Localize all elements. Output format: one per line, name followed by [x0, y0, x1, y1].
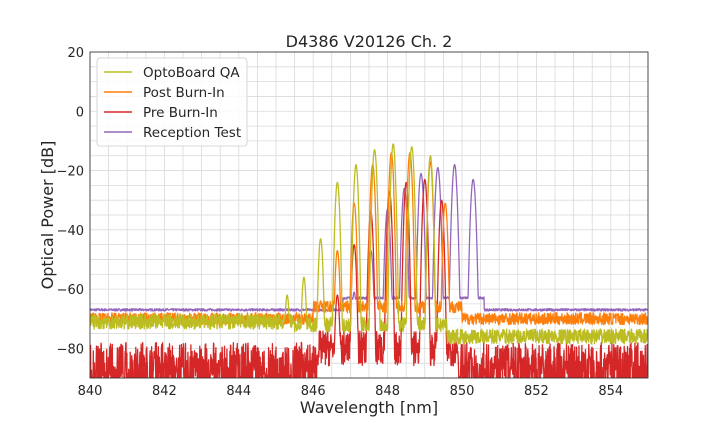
plot-frame — [89, 51, 649, 379]
legend-label: OptoBoard QA — [143, 65, 240, 81]
x-tick-label: 844 — [226, 384, 251, 399]
x-tick-label: 846 — [301, 384, 326, 399]
x-axis-label: Wavelength [nm] — [300, 398, 438, 417]
legend-box — [96, 57, 248, 147]
x-tick-label: 852 — [524, 384, 549, 399]
y-tick-label: −60 — [57, 283, 84, 298]
chart-title: D4386 V20126 Ch. 2 — [286, 32, 453, 51]
x-tick-label: 840 — [78, 384, 103, 399]
legend-label: Reception Test — [143, 125, 241, 141]
legend: OptoBoard QA Post Burn-In Pre Burn-In Recep… — [96, 57, 248, 147]
x-tick-label: 854 — [598, 384, 623, 399]
x-tick-label: 842 — [152, 384, 177, 399]
y-axis-ticks: 20 0 −20 −40 −60 −80 — [57, 46, 84, 357]
y-axis-label: Optical Power [dB] — [38, 141, 57, 290]
y-tick-label: 0 — [76, 105, 84, 120]
y-tick-label: −20 — [57, 165, 84, 180]
y-tick-label: −80 — [57, 342, 84, 357]
series-line-optoboard-qa — [90, 143, 648, 345]
legend-label: Post Burn-In — [143, 85, 225, 101]
plot-area — [90, 143, 648, 378]
x-axis-ticks: 840 842 844 846 848 850 852 854 — [78, 384, 624, 399]
x-tick-label: 850 — [450, 384, 475, 399]
y-tick-label: 20 — [67, 46, 84, 61]
y-tick-label: −40 — [57, 224, 84, 239]
x-tick-label: 848 — [375, 384, 400, 399]
legend-label: Pre Burn-In — [143, 105, 218, 121]
